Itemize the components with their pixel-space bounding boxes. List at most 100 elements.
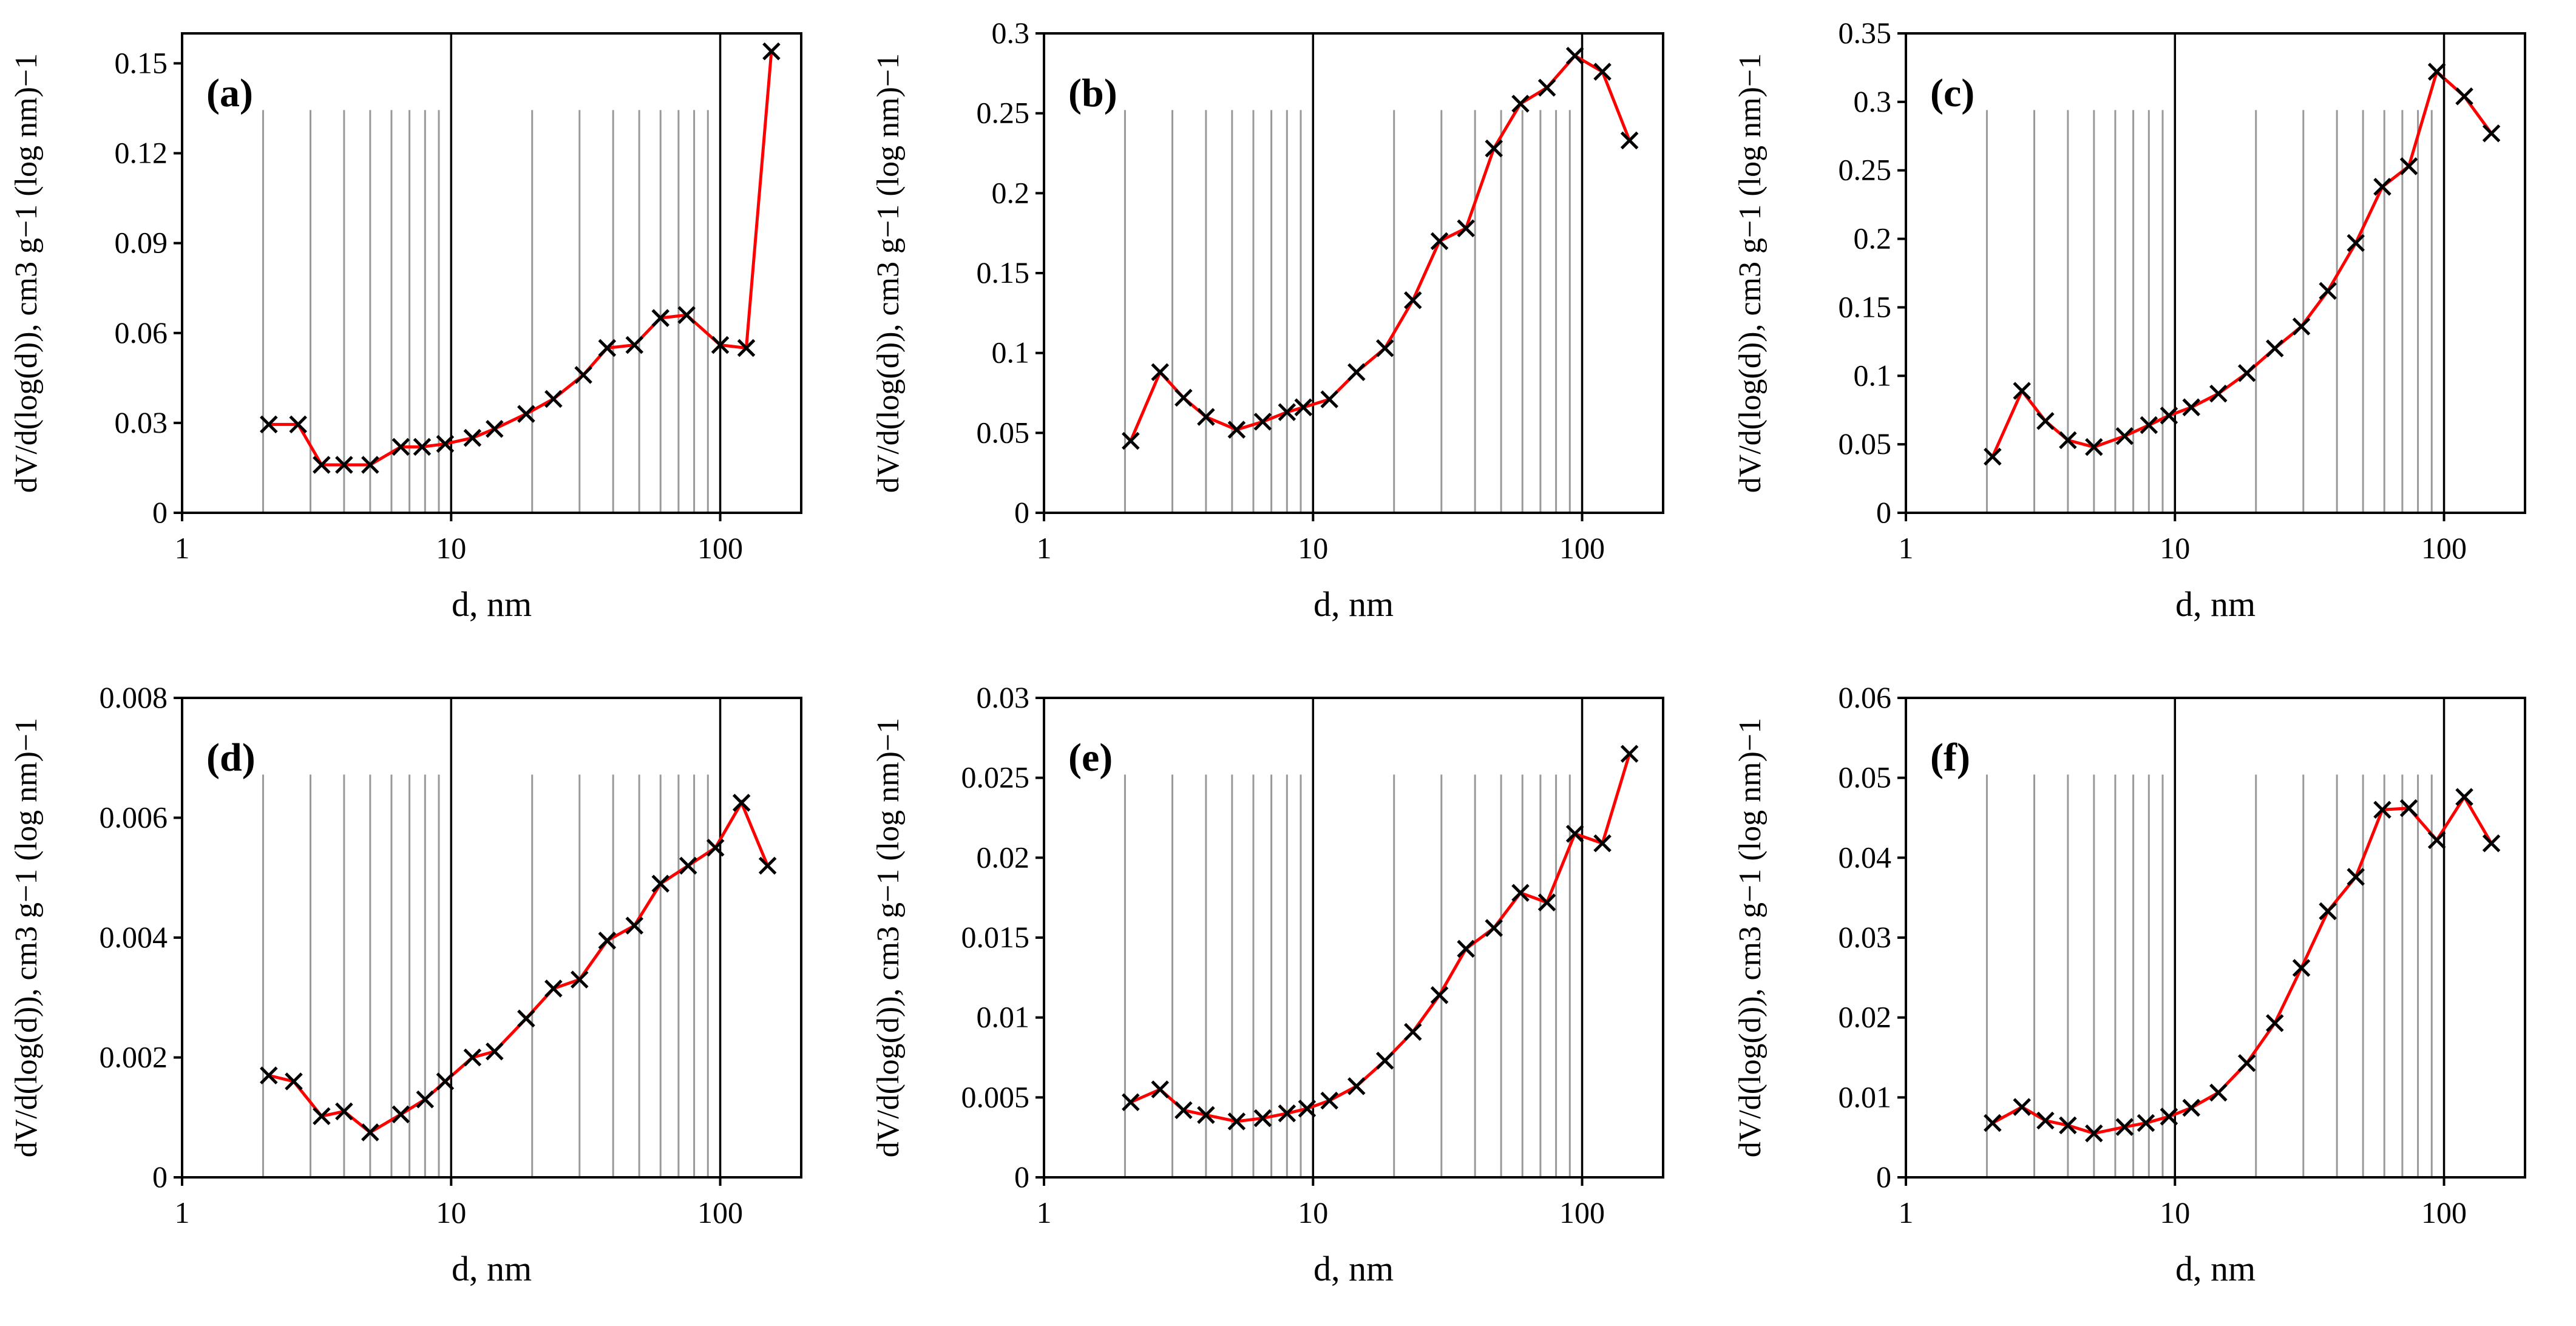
chart-a-data-point [737,339,756,357]
chart-d-gridlines [262,698,722,1177]
chart-e-data-point [1298,1099,1317,1118]
chart-c-data-point [2237,364,2256,382]
chart-b-ytick-label: 0.1 [992,336,1030,370]
chart-c-panel-letter-value: c [1944,71,1961,115]
chart-d-data-point [651,874,669,893]
chart-b-data-point [1278,403,1296,421]
chart-e-data-point [1122,1093,1140,1112]
chart-a-data-point [544,390,563,408]
chart-a-ytick-label: 0.09 [115,226,168,260]
chart-d-panel-letter: (d) [206,736,256,780]
chart-c-xtick-label: 1 [1899,531,1914,565]
chart-d-xlabel: d, nm [452,1249,532,1288]
chart-a-panel-letter: (a) [206,71,253,115]
chart-d-data-point [361,1123,379,1142]
chart-d-data-point [706,839,725,857]
chart-f-data-point [2115,1118,2134,1136]
chart-e-ylabel: dV/d(log(d)), cm3 g−1 (log nm)−1 [871,718,906,1157]
chart-c-ytick-label: 0.25 [1839,153,1892,187]
chart-f-gridlines [1985,698,2446,1177]
chart-e-data-point [1278,1104,1296,1123]
chart-a-ytick-label: 0 [152,495,168,529]
chart-b-panel-letter-value: b [1082,71,1104,115]
chart-e-series-line [1130,753,1632,1123]
chart-f-xlabel: d, nm [2175,1249,2256,1288]
chart-a-data-point [260,415,278,434]
chart-e-data-point [1253,1109,1272,1128]
chart-b-ytick-label: 0.15 [977,255,1030,289]
chart-d-ytick-label: 0.004 [100,920,168,954]
chart-d-ytick-label: 0.008 [100,680,168,714]
chart-svg-e: 0 0.005 0.01 0.015 0.02 0.025 0.03 1 10 100 d, nm d… [871,680,1664,1288]
chart-d-data-point [416,1090,435,1109]
chart-f-data-point [2182,1098,2200,1117]
chart-svg-a: 0 0.03 0.06 0.09 0.12 0.15 1 10 100 d, nm dV/d(log… [9,32,802,624]
chart-e-xtick-label: 10 [1298,1196,1328,1230]
chart-c-data-point [2373,178,2391,196]
chart-panel-b: 0 0.05 0.1 0.15 0.2 0.25 0.3 1 10 100 d, nm dV/d(lo… [862,0,1712,661]
chart-e-ytick-label: 0.005 [961,1080,1030,1114]
chart-c-data-point [1984,447,2002,466]
chart-e-data-point [1430,986,1449,1004]
chart-b-data-point [1620,131,1639,150]
chart-e-panel-letter-close: ) [1099,736,1113,780]
chart-a-data-point [413,438,432,456]
chart-c-panel-letter-open: ( [1930,71,1944,115]
chart-e-data-point [1457,939,1475,958]
chart-f-ytick-label: 0.03 [1839,920,1892,954]
chart-f-data-point [2137,1114,2155,1132]
chart-e-data-point [1174,1101,1193,1120]
chart-c-data-point [2115,427,2134,445]
chart-f-data-point [2455,788,2473,807]
chart-a-data-point [711,336,730,354]
chart-panel-c: 0 0.05 0.1 0.15 0.2 0.25 0.3 0.35 1 10 100 d, nm dV/… [1724,0,2574,661]
chart-d-panel-letter-value: d [220,736,242,780]
chart-e-gridlines [1124,698,1584,1177]
chart-f-data-point [2292,959,2311,977]
chart-f-panel-letter: (f) [1930,736,1970,780]
chart-d-data-point [463,1048,482,1067]
chart-e-xtick-label: 100 [1559,1196,1605,1230]
chart-c-ytick-label: 0.1 [1854,358,1892,392]
chart-f-data-point [1984,1114,2002,1132]
chart-a-ytick-label: 0.06 [115,316,168,350]
chart-b-panel-letter-close: ) [1104,71,1117,115]
chart-e-panel-letter-open: ( [1068,736,1082,780]
chart-f-ylabel: dV/d(log(d)), cm3 g−1 (log nm)−1 [1733,718,1768,1157]
chart-e-data-point [1511,884,1530,902]
chart-a-data-point [313,456,331,474]
chart-c-data-point [2059,431,2077,450]
chart-d-panel-letter-close: ) [242,736,256,780]
chart-e-data-point [1593,834,1612,853]
chart-d-xtick-label: 100 [697,1196,743,1230]
chart-f-data-point [2427,831,2446,850]
chart-a-series-line [268,51,773,467]
chart-f-data-point [2237,1054,2256,1072]
chart-b-data-point [1253,413,1272,431]
chart-d-data-point [758,856,777,875]
chart-a-plot-frame [181,32,802,514]
chart-c-data-point [2455,87,2473,106]
chart-c-data-point [2399,157,2418,175]
chart-f-ytick-label: 0.06 [1839,680,1892,714]
chart-d-data-point [436,1072,455,1091]
chart-e-panel-letter: (e) [1068,736,1113,780]
chart-a-ylabel: dV/d(log(d)), cm3 g−1 (log nm)−1 [9,53,44,493]
chart-a-data-point [463,428,482,447]
chart-b-data-point [1151,363,1169,382]
chart-f-xtick-label: 100 [2421,1196,2467,1230]
chart-e-data-point [1485,919,1503,937]
chart-f-data-point [2319,902,2337,921]
chart-a-data-point [391,438,410,456]
chart-f-data-point [2059,1116,2077,1135]
chart-c-data-point [2140,416,2158,435]
chart-svg-b: 0 0.05 0.1 0.15 0.2 0.25 0.3 1 10 100 d, nm dV/d(lo… [871,16,1664,624]
chart-f-xtick-label: 10 [2160,1196,2190,1230]
chart-e-ytick-label: 0.01 [977,1000,1030,1034]
chart-a-data-point [289,415,307,434]
chart-c-data-point [2265,339,2284,357]
chart-e-data-point [1320,1091,1338,1110]
chart-c-ytick-label: 0.15 [1839,289,1892,323]
chart-d-data-point [313,1107,331,1126]
chart-d-data-point [598,932,617,950]
